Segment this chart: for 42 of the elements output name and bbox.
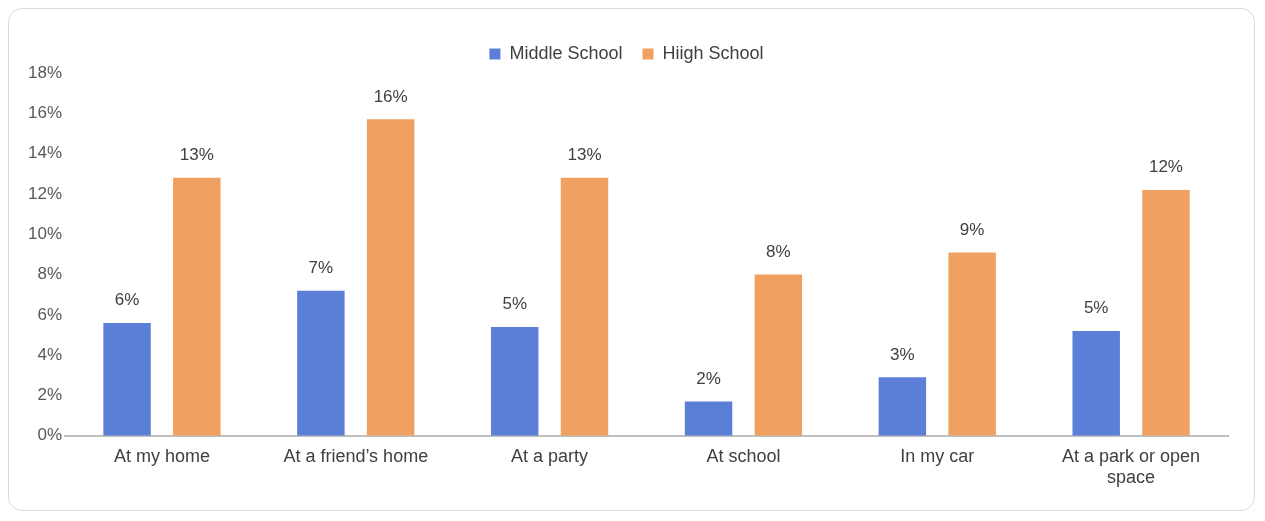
bar xyxy=(173,177,221,436)
data-label: 13% xyxy=(567,145,602,164)
y-tick-label: 16% xyxy=(27,103,63,122)
data-label: 16% xyxy=(373,86,408,106)
y-tick-label: 0% xyxy=(37,425,63,445)
data-label: 5% xyxy=(502,294,527,314)
x-tick-label: At school xyxy=(706,445,781,466)
bar xyxy=(948,252,996,436)
bar xyxy=(878,377,927,436)
data-label: 3% xyxy=(890,344,915,364)
x-tick-label: At a party xyxy=(511,445,589,466)
data-label: 9% xyxy=(959,219,985,239)
data-label: 6% xyxy=(114,290,140,310)
y-tick-label: 10% xyxy=(27,223,63,243)
x-tick-label: At a park or open space xyxy=(1062,445,1201,488)
bar xyxy=(297,290,345,436)
legend-label: Middle School xyxy=(509,42,623,63)
bar xyxy=(754,274,803,436)
y-tick-label: 14% xyxy=(27,143,63,163)
y-tick-label: 6% xyxy=(37,304,63,324)
bar xyxy=(1072,330,1120,436)
data-label: 12% xyxy=(1148,157,1183,177)
legend-label: Hiigh School xyxy=(662,42,764,63)
bar xyxy=(490,326,539,436)
data-label: 5% xyxy=(1083,298,1109,318)
bar xyxy=(684,401,733,436)
bar xyxy=(366,119,415,436)
y-tick-label: 2% xyxy=(37,385,63,405)
data-label: 7% xyxy=(308,257,334,277)
data-label: 13% xyxy=(179,145,214,164)
x-tick-label: At a friend’s home xyxy=(283,445,429,466)
y-tick-label: 8% xyxy=(37,264,63,284)
y-tick-label: 4% xyxy=(37,344,63,364)
data-label: 8% xyxy=(766,241,791,261)
x-tick-label: At my home xyxy=(113,445,210,466)
bar xyxy=(103,322,151,436)
x-tick-label: In my car xyxy=(900,445,975,466)
bar xyxy=(1142,189,1190,436)
bar xyxy=(560,177,609,436)
y-tick-label: 12% xyxy=(27,183,63,203)
y-tick-label: 18% xyxy=(27,62,63,82)
data-label: 2% xyxy=(696,368,721,388)
